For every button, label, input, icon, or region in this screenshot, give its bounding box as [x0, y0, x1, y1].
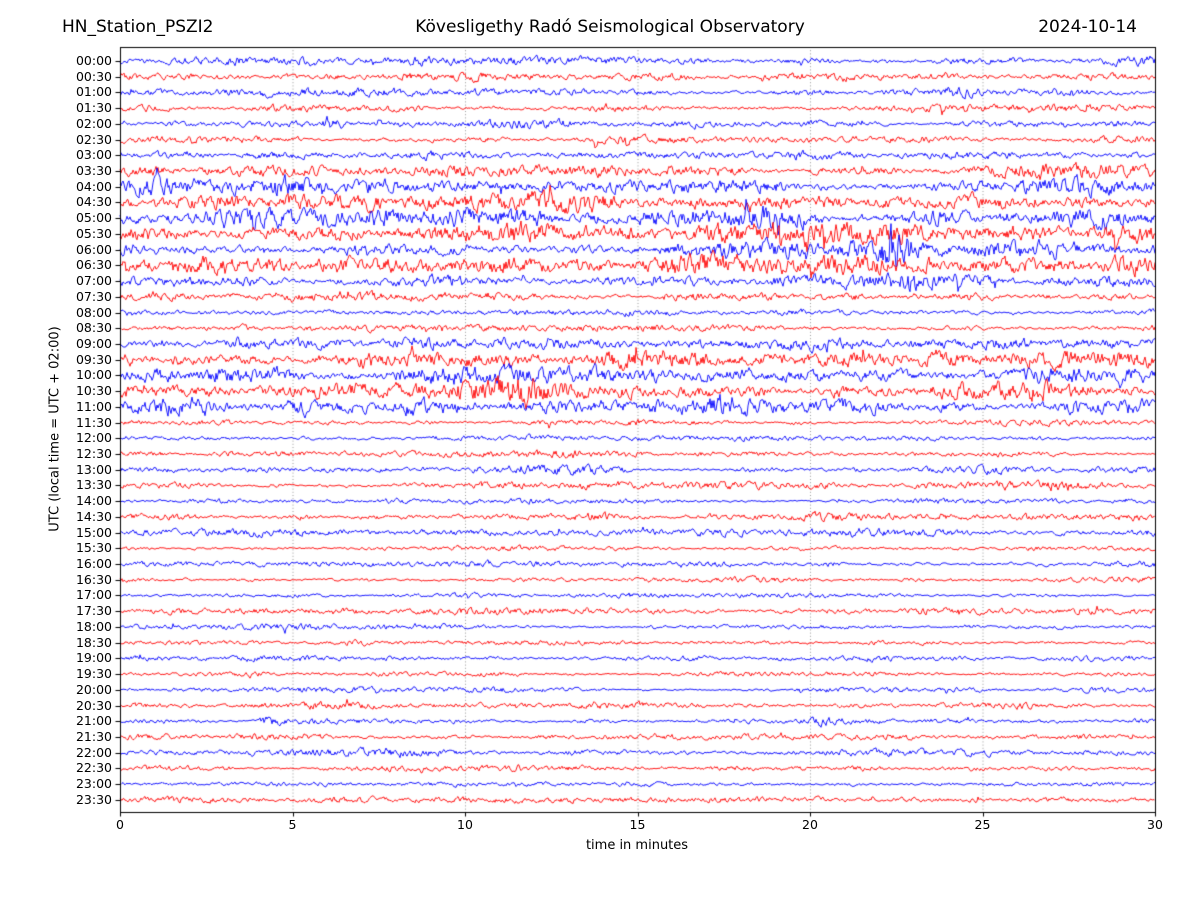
- y-tick-label: 00:30: [75, 68, 112, 84]
- y-tick-label: 09:00: [75, 335, 112, 351]
- figure-title-observatory: Kövesligethy Radó Seismological Observat…: [415, 17, 805, 37]
- y-tick-label: 15:00: [75, 524, 112, 540]
- y-tick-label: 04:00: [75, 178, 112, 194]
- y-tick-label: 22:30: [75, 760, 112, 776]
- x-tick-label: 20: [802, 817, 818, 832]
- x-tick-label: 5: [288, 817, 297, 832]
- y-tick-label: 16:30: [75, 571, 112, 587]
- figure-title-station: HN_Station_PSZI2: [62, 17, 214, 37]
- y-tick-label: 20:30: [75, 697, 112, 713]
- y-tick-label: 04:30: [75, 194, 112, 210]
- y-tick-label: 17:00: [75, 587, 112, 603]
- y-tick-label: 03:00: [75, 147, 112, 163]
- y-tick-label: 19:00: [75, 650, 112, 666]
- y-tick-label: 01:30: [75, 100, 112, 116]
- y-tick-label: 22:00: [75, 744, 112, 760]
- y-tick-label: 13:00: [75, 461, 112, 477]
- y-tick-label: 13:30: [75, 477, 112, 493]
- y-tick-label: 12:00: [75, 430, 112, 446]
- y-tick-label: 23:00: [75, 776, 112, 792]
- y-tick-label: 14:30: [75, 508, 112, 524]
- y-tick-label: 02:30: [75, 131, 112, 147]
- y-tick-label: 02:00: [75, 115, 112, 131]
- y-tick-label: 10:30: [75, 383, 112, 399]
- y-tick-label: 15:30: [75, 540, 112, 556]
- y-tick-label: 16:00: [75, 556, 112, 572]
- y-tick-label: 21:30: [75, 728, 112, 744]
- y-tick-label: 11:30: [75, 414, 112, 430]
- y-tick-label: 21:00: [75, 713, 112, 729]
- y-tick-label: 08:00: [75, 304, 112, 320]
- y-tick-label: 05:00: [75, 210, 112, 226]
- y-tick-label: 20:00: [75, 681, 112, 697]
- y-tick-label: 07:00: [75, 273, 112, 289]
- y-tick-label: 23:30: [75, 791, 112, 807]
- y-tick-label: 14:00: [75, 493, 112, 509]
- x-tick-label: 30: [1147, 817, 1163, 832]
- y-tick-label: 05:30: [75, 225, 112, 241]
- y-tick-label: 18:30: [75, 634, 112, 650]
- y-tick-label: 19:30: [75, 666, 112, 682]
- x-tick-label: 25: [974, 817, 991, 832]
- y-tick-label: 07:30: [75, 288, 112, 304]
- y-tick-label: 01:00: [75, 84, 112, 100]
- y-tick-label: 10:00: [75, 367, 112, 383]
- x-tick-label: 10: [457, 817, 473, 832]
- figure-title-date: 2024-10-14: [1038, 17, 1137, 37]
- x-tick-label: 15: [629, 817, 646, 832]
- y-tick-label: 11:00: [75, 398, 112, 414]
- y-tick-label: 08:30: [75, 320, 112, 336]
- x-tick-label: 0: [116, 817, 124, 832]
- x-axis-label: time in minutes: [585, 838, 689, 853]
- y-tick-label: 17:30: [75, 603, 112, 619]
- y-tick-label: 06:00: [75, 241, 112, 257]
- y-tick-label: 06:30: [75, 257, 112, 273]
- y-tick-label: 03:30: [75, 163, 112, 179]
- y-tick-label: 18:00: [75, 618, 112, 634]
- y-tick-label: 09:30: [75, 351, 112, 367]
- y-tick-label: 12:30: [75, 446, 112, 461]
- y-tick-label: 00:00: [75, 53, 112, 68]
